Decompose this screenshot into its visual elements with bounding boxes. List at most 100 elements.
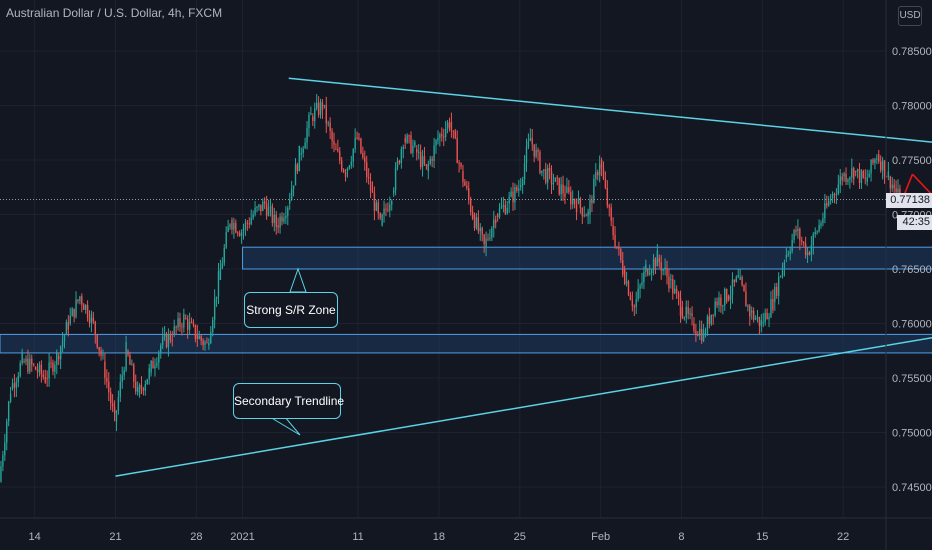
candle-body — [340, 160, 343, 170]
candle-body — [662, 269, 664, 271]
candle-body — [458, 163, 460, 165]
lower-zone-box[interactable] — [0, 333, 932, 354]
candle-body — [431, 158, 433, 161]
candle-body — [23, 361, 25, 363]
candle-body — [854, 170, 857, 172]
current-price-tag: 0.77138 — [886, 193, 932, 208]
candle-body — [612, 225, 614, 235]
upper-trendline[interactable] — [288, 77, 932, 167]
candle-body — [618, 247, 620, 249]
x-tick-label: 18 — [433, 531, 445, 543]
candle-body — [706, 316, 709, 334]
x-tick-label: 8 — [678, 531, 684, 543]
candle-body — [654, 258, 657, 267]
candle-body — [837, 184, 840, 194]
candle-body — [556, 177, 558, 179]
candle-body — [504, 204, 507, 214]
candle-body — [600, 160, 603, 169]
candle-body — [77, 299, 79, 301]
candle-body — [577, 198, 580, 204]
candle-body — [641, 282, 643, 286]
candle-body — [496, 214, 499, 218]
candle-body — [394, 167, 397, 191]
candle-body — [429, 158, 431, 165]
candle-body — [392, 190, 395, 193]
projection-arrow-1 — [911, 173, 932, 196]
candle-body — [277, 225, 279, 228]
lower-trendline[interactable] — [115, 294, 932, 477]
candle-body — [416, 149, 418, 153]
candle-body — [385, 208, 387, 210]
candle-body — [839, 176, 841, 185]
candle-body — [315, 102, 318, 109]
candle-body — [358, 138, 360, 140]
candle-body — [34, 367, 37, 370]
candle-body — [802, 241, 805, 244]
candle-body — [304, 142, 306, 149]
candle-body — [238, 233, 241, 236]
candle-body — [329, 122, 331, 132]
x-tick-label: 11 — [352, 531, 363, 543]
candle-body — [835, 193, 838, 195]
candle-body — [635, 299, 637, 308]
candle-body — [377, 202, 379, 214]
candle-body — [21, 353, 23, 364]
candle-body — [333, 140, 335, 145]
candle-body — [229, 224, 231, 227]
candle-body — [770, 299, 772, 318]
candle-body — [858, 169, 861, 184]
currency-badge[interactable]: USD — [898, 6, 922, 26]
candle-body — [86, 304, 89, 318]
candle-body — [437, 138, 439, 141]
candle-body — [125, 342, 127, 371]
candle-body — [677, 292, 680, 299]
candle-body — [154, 365, 156, 369]
candle-body — [758, 316, 761, 326]
candle-body — [643, 271, 645, 283]
candle-body — [604, 178, 607, 188]
candle-body — [83, 304, 85, 310]
sr-zone-box[interactable] — [242, 246, 932, 270]
x-tick-label: 14 — [29, 531, 41, 543]
candle-body — [693, 323, 695, 331]
y-tick-label: 0.74500 — [892, 482, 932, 494]
candle-body — [812, 234, 815, 245]
candle-body — [61, 340, 64, 347]
projection-arrow-lead — [903, 173, 914, 195]
candle-body — [260, 204, 262, 212]
candle-body — [263, 201, 266, 204]
candle-body — [373, 192, 376, 211]
candle-body — [173, 326, 175, 335]
candle-body — [375, 202, 378, 211]
candle-body — [115, 410, 118, 422]
trendlines — [115, 77, 932, 477]
candle-body — [248, 223, 250, 225]
candle-body — [102, 354, 104, 356]
candle-body — [747, 305, 749, 307]
candle-body — [887, 171, 890, 178]
candle-body — [219, 268, 222, 280]
candle-body — [123, 370, 125, 376]
candle-body — [670, 279, 672, 281]
candle-body — [273, 214, 276, 223]
candle-body — [741, 277, 743, 285]
candle-body — [227, 226, 229, 233]
candle-body — [235, 223, 237, 233]
candle-body — [194, 324, 197, 339]
candle-body — [558, 177, 560, 195]
candle-body — [546, 167, 549, 183]
candle-body — [562, 184, 564, 194]
candle-body — [550, 171, 553, 185]
candle-body — [575, 204, 578, 213]
candle-body — [510, 191, 512, 197]
candle-body — [810, 244, 813, 255]
candle-body — [142, 388, 145, 391]
candle-body — [32, 364, 35, 366]
candle-body — [731, 279, 734, 295]
candle-body — [59, 346, 62, 360]
candle-body — [433, 145, 435, 161]
candle-body — [841, 176, 843, 181]
candle-body — [897, 188, 899, 193]
